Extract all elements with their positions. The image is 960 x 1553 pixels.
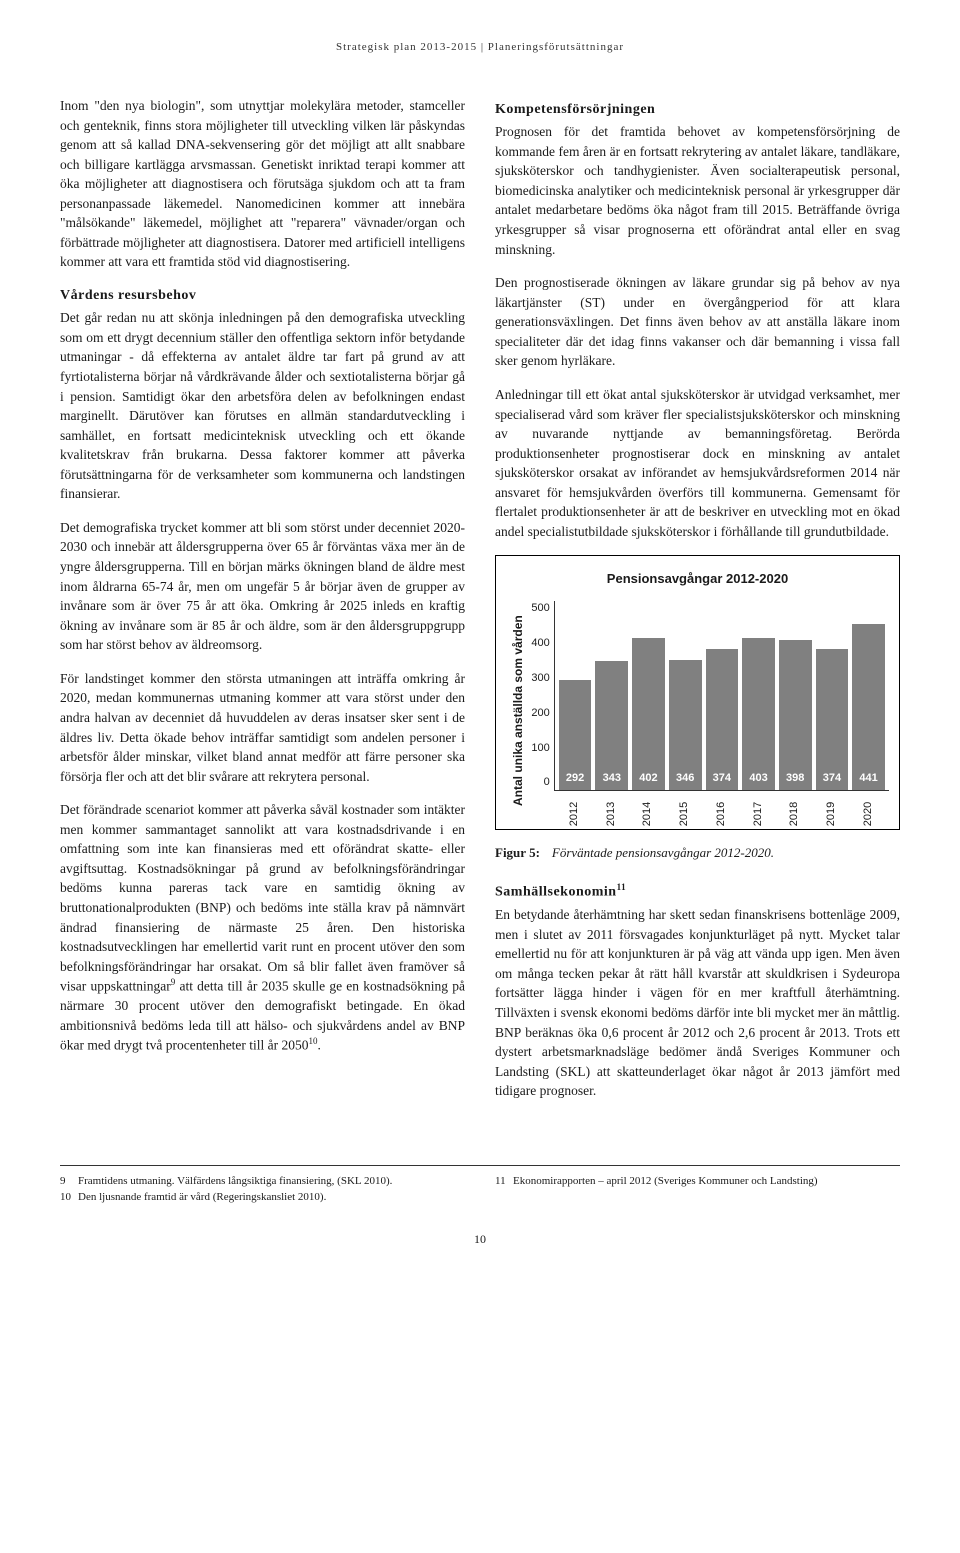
y-tick: 0 [544, 775, 550, 791]
x-tick-label: 2017 [751, 802, 767, 826]
body-paragraph: Prognosen för det framtida behovet av ko… [495, 122, 900, 259]
bar: 403 [742, 638, 775, 790]
footnote-ref-11: 11 [617, 882, 627, 892]
bar: 441 [852, 624, 885, 791]
body-paragraph: En betydande återhämtning har skett seda… [495, 905, 900, 1101]
body-paragraph: För landstinget kommer den största utman… [60, 669, 465, 786]
left-column: Inom "den nya biologin", som utnyttjar m… [60, 96, 465, 1115]
bar-value-label: 343 [595, 771, 628, 787]
footnotes-left: 9Framtidens utmaning. Välfärdens långsik… [60, 1174, 465, 1206]
page-header: Strategisk plan 2013-2015 | Planeringsfö… [60, 40, 900, 56]
pension-chart-container: Pensionsavgångar 2012-2020 Antal unika a… [495, 555, 900, 830]
x-tick-label: 2012 [567, 802, 583, 826]
page-number: 10 [60, 1231, 900, 1248]
section-heading-vardens: Vårdens resursbehov [60, 286, 465, 306]
bar: 343 [595, 661, 628, 791]
y-tick: 500 [531, 601, 549, 617]
bar-wrap: 3462015 [669, 601, 702, 790]
bar-value-label: 402 [632, 771, 665, 787]
bar-value-label: 374 [816, 771, 849, 787]
y-axis-ticks: 500 400 300 200 100 0 [531, 601, 553, 821]
footnote-number: 9 [60, 1174, 78, 1190]
x-tick-label: 2016 [714, 802, 730, 826]
y-tick: 100 [531, 741, 549, 757]
right-column: Kompetensförsörjningen Prognosen för det… [495, 96, 900, 1115]
bar-value-label: 292 [559, 771, 592, 787]
chart-title: Pensionsavgångar 2012-2020 [506, 570, 889, 589]
header-left: Strategisk plan 2013-2015 [336, 41, 477, 53]
x-tick-label: 2018 [787, 802, 803, 826]
bar: 398 [779, 640, 812, 790]
bar-value-label: 346 [669, 771, 702, 787]
footnote-number: 10 [60, 1190, 78, 1206]
bar-value-label: 374 [706, 771, 739, 787]
body-text: Det förändrade scenariot kommer att påve… [60, 802, 465, 994]
two-column-layout: Inom "den nya biologin", som utnyttjar m… [60, 96, 900, 1115]
footnote-line: 9Framtidens utmaning. Välfärdens långsik… [60, 1174, 465, 1190]
body-paragraph: Det förändrade scenariot kommer att påve… [60, 800, 465, 1055]
footnote-text: Ekonomirapporten – april 2012 (Sveriges … [513, 1174, 818, 1190]
bar-value-label: 398 [779, 771, 812, 787]
bar-wrap: 2922012 [559, 601, 592, 790]
bar: 374 [816, 649, 849, 790]
body-paragraph: Inom "den nya biologin", som utnyttjar m… [60, 96, 465, 272]
x-tick-label: 2014 [641, 802, 657, 826]
x-tick-label: 2013 [604, 802, 620, 826]
figure-label: Figur 5: [495, 845, 540, 860]
bar-value-label: 441 [852, 771, 885, 787]
bar-value-label: 403 [742, 771, 775, 787]
footnote-text: Framtidens utmaning. Välfärdens långsikt… [78, 1174, 392, 1190]
header-right: Planeringsförutsättningar [488, 41, 624, 53]
x-tick-label: 2015 [677, 802, 693, 826]
bar-wrap: 3742019 [816, 601, 849, 790]
chart-body: Antal unika anställda som vården 500 400 3… [506, 601, 889, 821]
header-sep: | [477, 41, 488, 53]
bar-wrap: 4022014 [632, 601, 665, 790]
footnote-number: 11 [495, 1174, 513, 1190]
y-tick: 200 [531, 706, 549, 722]
bar-wrap: 3982018 [779, 601, 812, 790]
figure-caption: Figur 5: Förväntade pensionsavgångar 2012… [495, 844, 900, 863]
y-axis-label: Antal unika anställda som vården [506, 601, 531, 821]
footnote-line: 11Ekonomirapporten – april 2012 (Sverige… [495, 1174, 900, 1190]
heading-text: Samhällsekonomin [495, 885, 617, 900]
bar: 292 [559, 680, 592, 790]
bar-wrap: 3742016 [706, 601, 739, 790]
x-tick-label: 2020 [861, 802, 877, 826]
footnotes-section: 9Framtidens utmaning. Välfärdens långsik… [60, 1165, 900, 1206]
section-heading-samhalls: Samhällsekonomin11 [495, 881, 900, 903]
bar-wrap: 4032017 [742, 601, 775, 790]
footnotes-right: 11Ekonomirapporten – april 2012 (Sverige… [495, 1174, 900, 1206]
y-tick: 400 [531, 636, 549, 652]
body-paragraph: Det demografiska trycket kommer att bli … [60, 518, 465, 655]
y-tick: 300 [531, 671, 549, 687]
bar: 346 [669, 660, 702, 791]
body-paragraph: Det går redan nu att skönja inledningen … [60, 308, 465, 504]
bar-wrap: 4412020 [852, 601, 885, 790]
section-heading-kompetens: Kompetensförsörjningen [495, 100, 900, 120]
figure-text: Förväntade pensionsavgångar 2012-2020. [552, 845, 774, 860]
body-paragraph: Den prognostiserade ökningen av läkare g… [495, 273, 900, 371]
body-text: . [318, 1038, 321, 1053]
bar: 402 [632, 638, 665, 790]
bar-wrap: 3432013 [595, 601, 628, 790]
bar-plot-area: 2922012343201340220143462015374201640320… [554, 601, 889, 791]
x-tick-label: 2019 [824, 802, 840, 826]
bar: 374 [706, 649, 739, 790]
footnote-ref-10: 10 [309, 1036, 318, 1046]
footnote-line: 10Den ljusnande framtid är vård (Regerin… [60, 1190, 465, 1206]
body-paragraph: Anledningar till ett ökat antal sjuksköt… [495, 385, 900, 542]
footnote-text: Den ljusnande framtid är vård (Regerings… [78, 1190, 326, 1206]
